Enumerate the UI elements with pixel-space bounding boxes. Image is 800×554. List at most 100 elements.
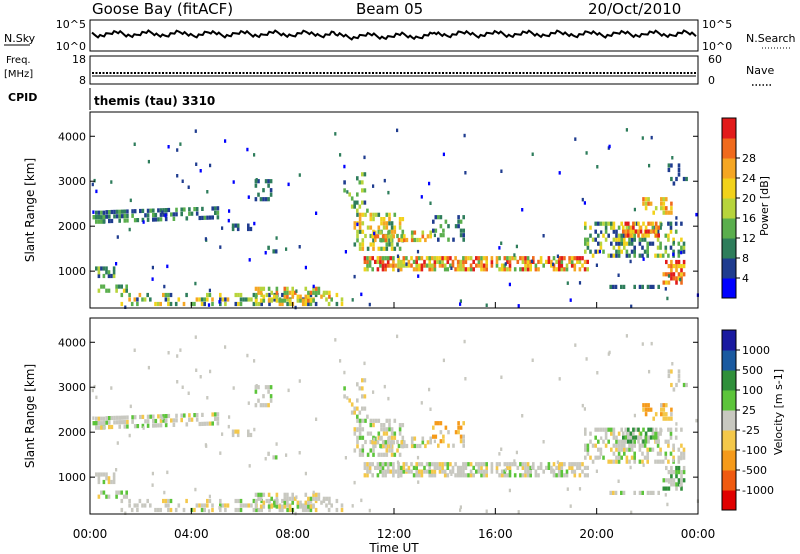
power-cell <box>393 246 397 251</box>
velocity-cell <box>278 507 282 513</box>
power-cell <box>363 267 367 272</box>
velocity-cell <box>644 431 648 436</box>
velocity-cell <box>254 500 258 505</box>
power-cell <box>208 288 211 293</box>
velocity-cell <box>439 421 443 426</box>
velocity-cell <box>602 455 605 460</box>
velocity-cell <box>610 431 613 436</box>
power-cell <box>594 229 597 234</box>
power-cell <box>200 297 204 302</box>
velocity-cell <box>351 504 354 508</box>
velocity-cell <box>269 394 273 399</box>
power-cell <box>456 259 460 264</box>
power-cell <box>434 215 438 220</box>
power-cell <box>206 292 209 298</box>
colorbar-segment <box>722 118 736 139</box>
power-cell <box>477 263 481 268</box>
velocity-cell <box>617 479 620 483</box>
velocity-cell <box>490 462 494 467</box>
velocity-cell <box>288 496 292 501</box>
velocity-cell <box>456 473 460 478</box>
power-cell <box>385 212 389 217</box>
velocity-cell <box>617 447 621 452</box>
power-cell <box>643 237 647 242</box>
velocity-cell <box>270 496 273 501</box>
power-cell <box>353 225 357 230</box>
power-cell <box>108 210 111 215</box>
velocity-cell <box>108 420 111 425</box>
power-cell <box>610 225 613 230</box>
power-cell <box>594 237 597 242</box>
velocity-cell <box>672 455 675 460</box>
velocity-cell <box>441 465 444 470</box>
velocity-cell <box>397 443 401 449</box>
power-cell <box>105 210 108 215</box>
velocity-cell <box>373 437 376 442</box>
velocity-cell <box>517 510 520 514</box>
velocity-cell <box>664 493 667 497</box>
power-cell <box>680 245 683 250</box>
power-cell <box>513 253 516 257</box>
velocity-cell <box>275 504 279 509</box>
velocity-cell <box>389 462 393 467</box>
velocity-cell <box>578 465 582 470</box>
velocity-cell <box>108 416 111 421</box>
power-cell <box>162 208 165 213</box>
power-cell <box>257 290 260 295</box>
y-tick-label: 3000 <box>58 175 86 188</box>
velocity-cell <box>436 462 439 467</box>
power-cell <box>154 212 158 218</box>
velocity-cell <box>128 503 131 508</box>
power-cell <box>275 290 279 295</box>
power-cell <box>677 172 681 177</box>
velocity-cell <box>237 498 240 504</box>
power-cell <box>647 229 650 234</box>
velocity-cell <box>677 459 681 464</box>
velocity-cell <box>382 431 386 436</box>
power-cell <box>615 233 618 238</box>
velocity-cell <box>633 459 636 464</box>
velocity-cell <box>682 470 686 475</box>
velocity-cell <box>677 373 681 379</box>
noise-right-label: N.Search <box>746 32 796 45</box>
power-cell <box>102 266 106 271</box>
velocity-cell <box>97 425 101 430</box>
power-cell <box>480 267 483 272</box>
velocity-cell <box>219 507 222 513</box>
power-cell <box>441 263 444 268</box>
power-cell <box>393 225 397 230</box>
power-cell <box>454 256 457 261</box>
velocity-cell <box>380 423 383 428</box>
velocity-cell <box>363 378 367 383</box>
velocity-cell <box>162 498 165 504</box>
power-cell <box>657 233 660 238</box>
velocity-cell <box>107 476 111 481</box>
power-cell <box>358 225 362 230</box>
power-cell <box>214 210 217 215</box>
velocity-cell <box>407 465 411 470</box>
power-cell <box>325 290 328 295</box>
power-cell <box>141 208 145 213</box>
power-cell <box>615 229 618 234</box>
power-cell <box>680 268 683 273</box>
power-cell <box>262 294 266 299</box>
power-cell <box>270 298 273 303</box>
power-cell <box>454 224 458 229</box>
power-cell <box>304 301 308 307</box>
velocity-cell <box>267 389 270 394</box>
power-cell <box>442 233 445 238</box>
colorbar-segment <box>722 198 736 219</box>
velocity-cell <box>291 496 294 501</box>
velocity-cell <box>369 423 373 428</box>
velocity-cell <box>381 443 385 449</box>
power-cell <box>412 259 416 264</box>
power-cell <box>190 211 194 216</box>
power-cell <box>344 250 347 254</box>
power-cell <box>123 214 127 219</box>
power-cell <box>110 273 113 279</box>
power-cell <box>599 245 603 250</box>
velocity-cell <box>672 443 675 448</box>
velocity-cell <box>463 339 466 344</box>
power-cell <box>92 215 96 220</box>
power-cell <box>617 253 621 258</box>
